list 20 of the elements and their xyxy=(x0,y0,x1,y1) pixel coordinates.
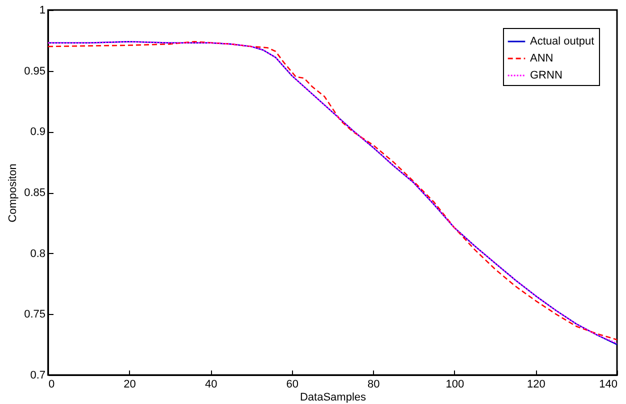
y-tick-label: 0.75 xyxy=(24,308,46,321)
y-tick-label: 0.95 xyxy=(24,65,46,78)
legend-label: Actual output xyxy=(530,36,594,48)
x-tick-label: 0 xyxy=(48,378,55,390)
y-tick-label: 0.9 xyxy=(30,126,46,138)
x-tick-label: 100 xyxy=(446,378,464,390)
x-tick-label: 40 xyxy=(204,378,218,390)
legend-label: GRNN xyxy=(530,70,562,82)
x-tick-label: 140 xyxy=(599,378,618,390)
x-tick-label: 20 xyxy=(124,378,136,390)
y-tick-label: 0.8 xyxy=(30,248,46,260)
x-tick-label: 120 xyxy=(527,378,546,390)
y-tick-label: 0.85 xyxy=(24,187,46,199)
x-tick-label: 80 xyxy=(368,378,380,390)
y-axis-title: Compositon xyxy=(7,164,20,222)
y-tick-label: 0.7 xyxy=(30,370,46,382)
x-tick-label: 60 xyxy=(286,378,298,390)
x-axis-title: DataSamples xyxy=(300,392,367,404)
y-tick-label: 1 xyxy=(39,4,46,16)
legend-label: ANN xyxy=(530,52,554,64)
